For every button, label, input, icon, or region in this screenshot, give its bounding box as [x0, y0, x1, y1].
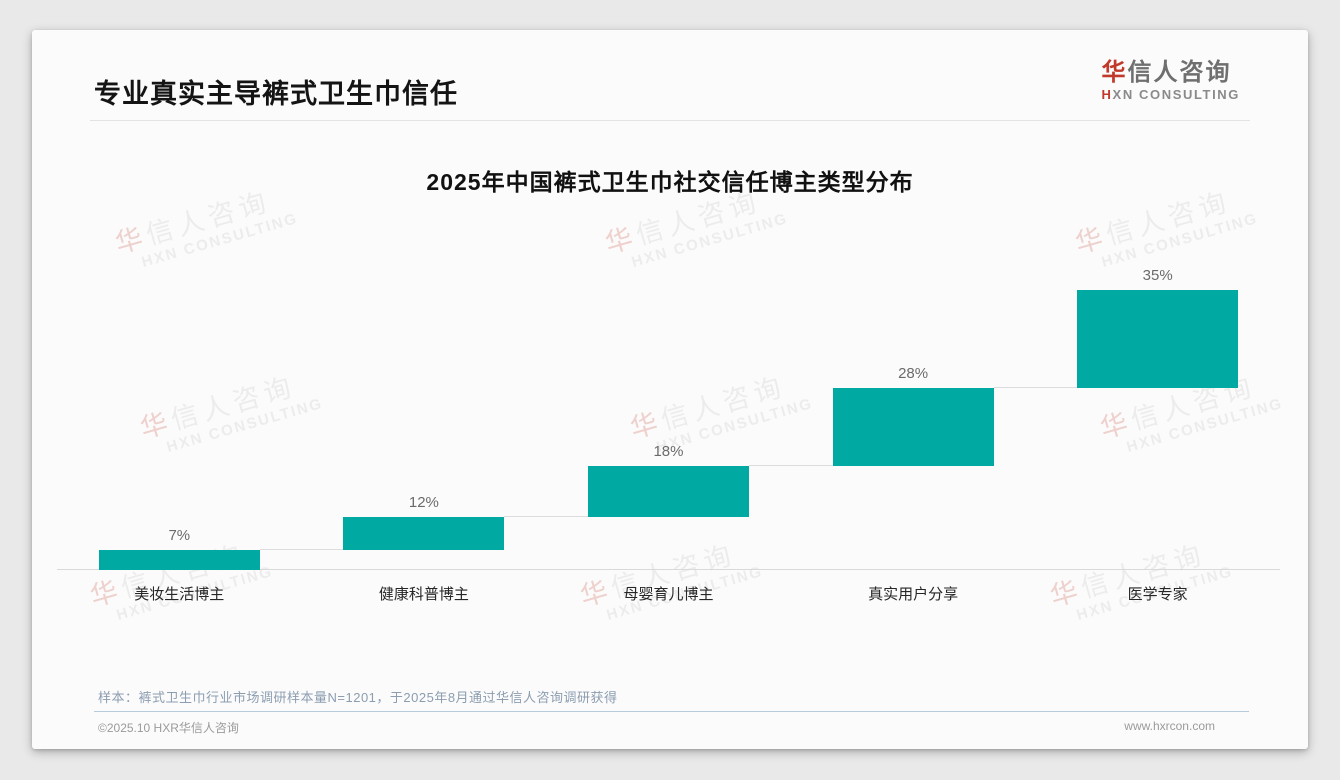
- logo-cn-rest: 信人咨询: [1127, 59, 1232, 86]
- logo-en-text: HXN CONSULTING: [1101, 86, 1240, 103]
- copyright-text: ©2025.10 HXR华信人咨询: [98, 721, 239, 735]
- company-logo: 华信人咨询 HXN CONSULTING: [1102, 59, 1240, 103]
- logo-cn-text: 华信人咨询: [1102, 59, 1240, 87]
- page-title: 专业真实主导裤式卫生巾信任: [94, 79, 458, 109]
- category-label-1: 美妆生活博主: [134, 586, 225, 603]
- website-url: www.hxrcon.com: [1124, 719, 1215, 733]
- sample-note: 样本：裤式卫生巾行业市场调研样本量N=1201，于2025年8月通过华信人咨询调…: [98, 690, 618, 705]
- chart-title: 2025年中国裤式卫生巾社交信任博主类型分布: [426, 169, 914, 195]
- value-label-5: 35%: [1142, 267, 1173, 284]
- waterfall-bar-2: [343, 516, 505, 551]
- value-label-2: 12%: [408, 493, 439, 511]
- logo-en-accent: H: [1101, 86, 1113, 102]
- connector-line-4: [993, 387, 1078, 388]
- value-label-1: 7%: [168, 527, 191, 545]
- logo-cn-accent: 华: [1101, 59, 1128, 86]
- category-axis: 美妆生活博主 健康科普博主 母婴育儿博主 真实用户分享 医学专家: [57, 583, 1280, 605]
- waterfall-bar-3: [588, 466, 749, 517]
- waterfall-bar-1: [98, 550, 260, 570]
- category-label-3: 母婴育儿博主: [623, 586, 714, 603]
- waterfall-chart: 7% 12% 18% 28% 35%: [57, 267, 1280, 570]
- x-axis-line: [57, 569, 1280, 570]
- connector-line-2: [504, 515, 588, 517]
- footer: ©2025.10 HXR华信人咨询 www.hxrcon.com: [98, 719, 1215, 736]
- logo-en-rest: XN CONSULTING: [1112, 86, 1240, 102]
- waterfall-bar-4: [832, 388, 994, 467]
- slide-card: 华信人咨询 HXN CONSULTING 华信人咨询 HXN CONSULTING 华信…: [32, 30, 1308, 749]
- category-label-4: 真实用户分享: [868, 586, 959, 603]
- connector-line-1: [259, 549, 344, 551]
- value-label-3: 18%: [653, 443, 684, 461]
- header-divider: [90, 120, 1250, 121]
- connector-line-3: [749, 465, 833, 467]
- waterfall-bar-5: [1077, 290, 1239, 388]
- value-label-4: 28%: [898, 365, 929, 382]
- footer-divider: [94, 711, 1249, 712]
- category-label-5: 医学专家: [1127, 586, 1188, 603]
- category-label-2: 健康科普博主: [378, 586, 469, 603]
